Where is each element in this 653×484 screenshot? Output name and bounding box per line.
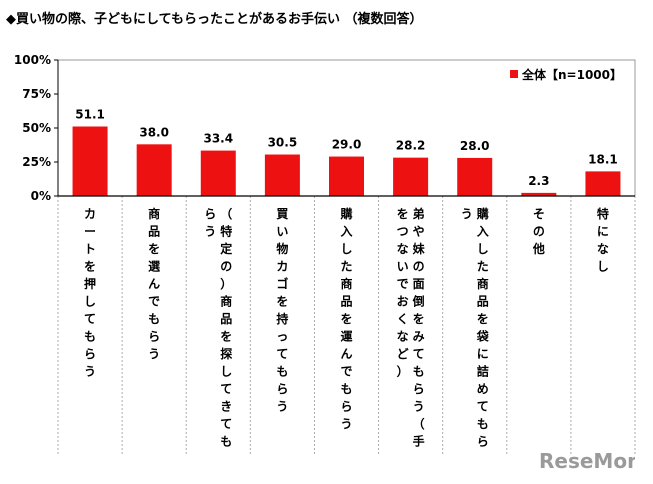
data-label: 29.0	[332, 138, 362, 152]
bar	[72, 126, 108, 196]
resemom-logo-text: ReseMom	[539, 449, 635, 473]
category-label: （特定の）商品を探してきてもらう	[204, 206, 232, 449]
bar	[200, 150, 236, 196]
data-label: 28.2	[396, 139, 426, 153]
legend-label: 全体【n=1000】	[521, 67, 622, 82]
y-tick-label: 25%	[22, 155, 51, 169]
data-label: 18.1	[588, 152, 618, 166]
y-tick-label: 100%	[14, 53, 51, 67]
bar	[521, 192, 557, 196]
bar	[457, 157, 493, 196]
category-label: 弟や妹の面倒をみてもらう（手をつないでおくなど）	[397, 206, 426, 449]
bar	[329, 156, 364, 196]
bar	[393, 157, 429, 196]
category-label: 買い物カゴを持ってもらう	[276, 207, 288, 414]
data-label: 38.0	[139, 125, 169, 139]
category-label: 購入した商品を運んでもらう	[339, 206, 352, 431]
data-label: 33.4	[203, 132, 233, 146]
y-tick-label: 0%	[31, 189, 51, 203]
bar	[264, 154, 300, 196]
category-label: カートを押してもらう	[84, 207, 96, 379]
data-label: 2.3	[528, 174, 549, 188]
y-tick-label: 75%	[22, 87, 51, 101]
category-label: 特になし	[597, 206, 609, 274]
data-label: 51.1	[75, 108, 105, 122]
category-label: 商品を選んでもらう	[148, 206, 160, 361]
legend-swatch	[510, 70, 518, 78]
data-label: 28.0	[460, 139, 490, 153]
resemom-logo: ReseMom	[539, 449, 635, 473]
category-label: 購入した商品を袋に詰めてもらう	[461, 206, 490, 449]
data-label: 30.5	[268, 136, 298, 150]
bar	[136, 144, 172, 196]
chart-title: ◆買い物の際、子どもにしてもらったことがあるお手伝い （複数回答）	[6, 12, 423, 27]
y-tick-label: 50%	[22, 121, 51, 135]
bar	[585, 171, 621, 196]
category-label: その他	[532, 207, 545, 256]
